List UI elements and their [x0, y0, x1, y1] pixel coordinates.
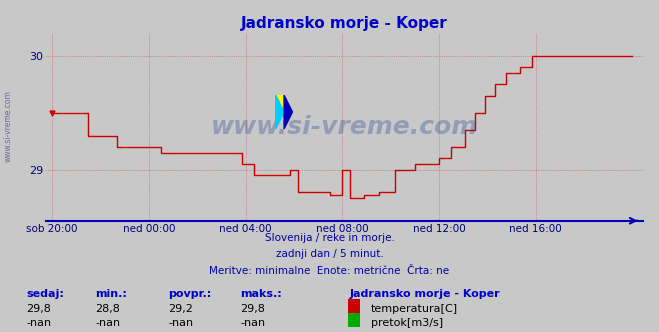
Text: povpr.:: povpr.: [168, 289, 212, 299]
Polygon shape [275, 95, 284, 112]
Text: Jadransko morje - Koper: Jadransko morje - Koper [349, 289, 500, 299]
Title: Jadransko morje - Koper: Jadransko morje - Koper [241, 16, 447, 31]
Text: 29,2: 29,2 [168, 304, 193, 314]
Text: 29,8: 29,8 [241, 304, 266, 314]
Text: zadnji dan / 5 minut.: zadnji dan / 5 minut. [275, 249, 384, 259]
Text: maks.:: maks.: [241, 289, 282, 299]
Text: 29,8: 29,8 [26, 304, 51, 314]
Polygon shape [284, 95, 293, 129]
Text: -nan: -nan [96, 318, 121, 328]
Text: -nan: -nan [26, 318, 51, 328]
Text: www.si-vreme.com: www.si-vreme.com [211, 115, 478, 139]
Text: temperatura[C]: temperatura[C] [371, 304, 458, 314]
Polygon shape [275, 95, 284, 129]
Text: Slovenija / reke in morje.: Slovenija / reke in morje. [264, 233, 395, 243]
Text: Meritve: minimalne  Enote: metrične  Črta: ne: Meritve: minimalne Enote: metrične Črta:… [210, 266, 449, 276]
Text: min.:: min.: [96, 289, 127, 299]
Text: sedaj:: sedaj: [26, 289, 64, 299]
Text: -nan: -nan [241, 318, 266, 328]
Text: -nan: -nan [168, 318, 193, 328]
Text: pretok[m3/s]: pretok[m3/s] [371, 318, 443, 328]
Text: www.si-vreme.com: www.si-vreme.com [3, 90, 13, 162]
Text: 28,8: 28,8 [96, 304, 121, 314]
